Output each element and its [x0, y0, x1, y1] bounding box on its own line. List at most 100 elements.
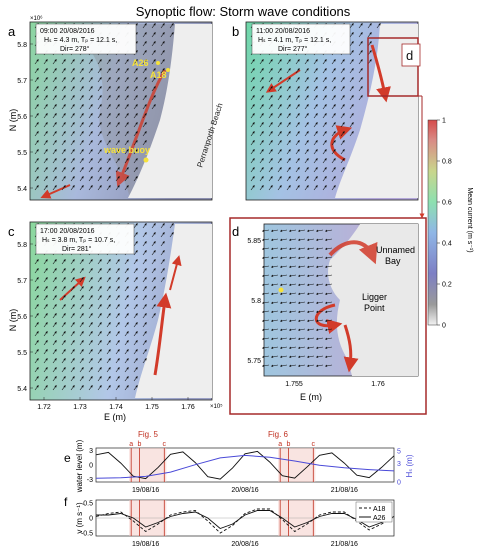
vector-arrow [160, 223, 165, 229]
panel-e-letter: e [64, 451, 71, 465]
vector-arrow [259, 167, 264, 173]
vector-arrow [315, 283, 324, 286]
vector-arrow [106, 277, 111, 283]
vector-arrow [270, 265, 279, 268]
vector-arrow [259, 77, 264, 83]
vector-arrow [151, 86, 156, 92]
vector-arrow [52, 340, 57, 346]
vector-arrow [250, 68, 255, 74]
vector-arrow [295, 149, 300, 155]
colorbar-tick-label: 0.2 [442, 282, 452, 289]
map-y-tick: 5.6 [17, 114, 27, 121]
vector-arrow [160, 23, 165, 29]
vector-arrow [79, 140, 84, 146]
vector-arrow [279, 229, 288, 232]
vector-arrow [250, 158, 255, 164]
vector-arrow [70, 86, 75, 92]
vector-arrow [52, 77, 57, 83]
map-axes: 5.8 5.7 5.6 5.5 5.4 5.8 5.7 5.6 5.5 5.4 1.72 1.73 1.… [17, 42, 385, 411]
vector-arrow [322, 185, 327, 191]
vector-arrow [250, 167, 255, 173]
vector-arrow [106, 322, 111, 328]
vector-arrow [288, 274, 297, 277]
vector-arrow [97, 149, 102, 155]
vector-arrow [277, 122, 282, 128]
vector-arrow [52, 95, 57, 101]
vector-arrow [34, 367, 39, 373]
vector-arrow [259, 176, 264, 182]
vector-arrow [324, 274, 333, 277]
vector-arrow [142, 340, 147, 346]
vector-arrow [79, 349, 84, 355]
vector-arrow [331, 77, 336, 83]
vector-arrow [277, 131, 282, 137]
vector-arrow [61, 104, 66, 110]
panel-c-xlabel: E (m) [104, 412, 126, 422]
panel-a-waves: Hₛ = 4.3 m, Tₚ = 12.1 s, [44, 37, 117, 44]
vector-arrow [268, 167, 273, 173]
vector-arrow [133, 149, 138, 155]
vector-arrow [331, 167, 336, 173]
vector-arrow [259, 86, 264, 92]
vector-arrow [43, 304, 48, 310]
vector-arrow [151, 304, 156, 310]
vector-arrow [315, 238, 324, 241]
vector-arrow [340, 59, 345, 65]
vector-arrow [88, 113, 93, 119]
vector-arrow [313, 167, 318, 173]
vector-arrow [124, 185, 129, 191]
panel-a-ylabel: N (m) [8, 109, 18, 132]
vector-arrow [79, 304, 84, 310]
map-x-tick: 1.72 [37, 404, 51, 411]
vector-arrow [115, 95, 120, 101]
event-marker-letter: b [138, 441, 142, 448]
panel-e-axes [95, 447, 395, 483]
vector-arrow [142, 295, 147, 301]
panel-c-land [135, 224, 212, 398]
vector-arrow [160, 59, 165, 65]
vector-arrow [315, 319, 324, 322]
map-y-tick: 5.7 [17, 278, 27, 285]
panel-d-y-tick: 5.85 [247, 238, 261, 245]
vector-arrow [331, 185, 336, 191]
vector-arrow [288, 229, 297, 232]
vector-arrow [115, 68, 120, 74]
panel-a-land [128, 24, 212, 198]
vector-arrow [313, 95, 318, 101]
vector-arrow [70, 113, 75, 119]
vector-arrow [306, 328, 315, 331]
vector-arrow [52, 277, 57, 283]
vector-arrow [88, 86, 93, 92]
vector-arrow [142, 331, 147, 337]
vector-arrow [288, 247, 297, 250]
vector-arrow [124, 259, 129, 265]
vector-arrow [261, 265, 270, 268]
vector-arrow [306, 256, 315, 259]
vector-arrow [250, 77, 255, 83]
vector-arrow [142, 268, 147, 274]
vector-arrow [70, 340, 75, 346]
vector-arrow [286, 122, 291, 128]
vector-arrow [340, 140, 345, 146]
vector-arrow [115, 367, 120, 373]
vector-arrow [133, 86, 138, 92]
vector-arrow [97, 113, 102, 119]
vector-arrow [286, 59, 291, 65]
vector-arrow [61, 268, 66, 274]
vector-arrow [43, 104, 48, 110]
vector-arrow [268, 113, 273, 119]
vector-arrow [133, 68, 138, 74]
vector-arrow [268, 95, 273, 101]
vector-arrow [277, 68, 282, 74]
vector-arrow [304, 149, 309, 155]
vector-arrow [88, 331, 93, 337]
vector-arrow [270, 364, 279, 367]
vector-arrow [34, 59, 39, 65]
vector-arrow [115, 122, 120, 128]
vector-arrow [169, 23, 174, 29]
hs-line [95, 454, 395, 479]
vector-arrow [324, 328, 333, 331]
vector-arrow [279, 283, 288, 286]
map-y-tick: 5.5 [17, 350, 27, 357]
vector-arrow [61, 68, 66, 74]
